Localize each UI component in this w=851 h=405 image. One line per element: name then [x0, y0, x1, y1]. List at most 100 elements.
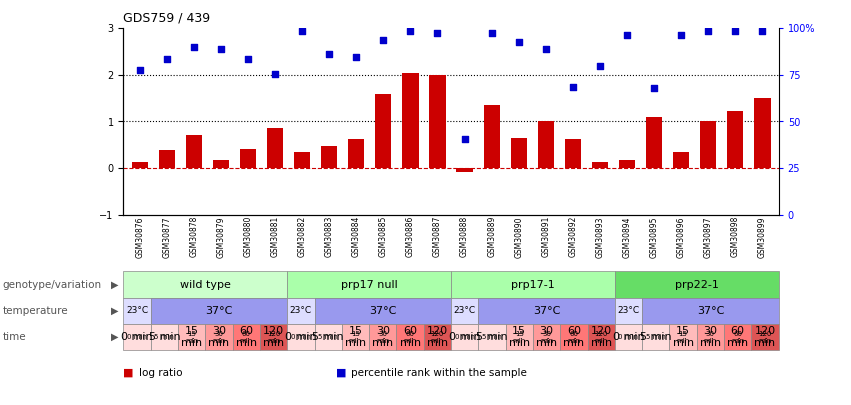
Bar	[348, 139, 364, 168]
Text: time: time	[3, 332, 26, 342]
Text: 23°C: 23°C	[290, 306, 312, 315]
Bar	[267, 128, 283, 168]
Bar	[700, 121, 717, 168]
Bar	[342, 324, 369, 350]
Text: 5 min: 5 min	[646, 334, 665, 340]
Text: 120
min: 120 min	[431, 330, 444, 344]
Bar	[478, 298, 614, 324]
Bar	[724, 324, 751, 350]
Bar	[287, 298, 315, 324]
Bar	[619, 160, 635, 168]
Bar	[697, 324, 724, 350]
Text: 30
min: 30 min	[704, 330, 717, 344]
Bar	[123, 298, 151, 324]
Bar	[591, 162, 608, 168]
Bar	[232, 324, 260, 350]
Text: 0 min: 0 min	[127, 334, 147, 340]
Bar	[213, 160, 229, 168]
Bar	[614, 298, 643, 324]
Bar	[240, 149, 256, 168]
Text: 120
min: 120 min	[758, 330, 772, 344]
Bar	[369, 324, 397, 350]
Text: temperature: temperature	[3, 306, 68, 316]
Text: 60
min: 60 min	[403, 330, 417, 344]
Bar	[186, 134, 202, 168]
Bar	[260, 324, 287, 350]
Bar	[673, 152, 689, 168]
Bar	[505, 324, 533, 350]
Point	[620, 32, 634, 38]
Text: 37°C: 37°C	[533, 306, 560, 316]
Bar	[178, 324, 205, 350]
Point	[728, 28, 742, 34]
Bar	[315, 324, 342, 350]
Point	[187, 44, 201, 50]
Text: prp22-1: prp22-1	[675, 279, 719, 290]
Text: 5 min: 5 min	[149, 332, 180, 342]
Point	[323, 51, 336, 57]
Point	[350, 54, 363, 60]
Text: 120
min: 120 min	[755, 326, 775, 348]
Text: prp17 null: prp17 null	[340, 279, 397, 290]
Bar	[478, 324, 505, 350]
Text: 15
min: 15 min	[185, 330, 198, 344]
Text: 60
min: 60 min	[731, 330, 745, 344]
Bar	[643, 324, 670, 350]
Point	[701, 28, 715, 34]
Text: 60
min: 60 min	[240, 330, 253, 344]
Text: 0 min: 0 min	[121, 332, 153, 342]
Point	[539, 46, 552, 53]
Bar	[614, 324, 643, 350]
Text: 30
min: 30 min	[376, 330, 390, 344]
Bar	[754, 98, 770, 168]
Text: wild type: wild type	[180, 279, 231, 290]
Bar	[430, 75, 446, 168]
Point	[431, 30, 444, 36]
Text: ■: ■	[336, 368, 346, 377]
Bar	[151, 298, 287, 324]
Text: prp17-1: prp17-1	[511, 279, 555, 290]
Text: 37°C: 37°C	[369, 306, 397, 316]
Text: 30
min: 30 min	[540, 330, 553, 344]
Bar	[560, 324, 587, 350]
Point	[160, 55, 174, 62]
Text: 0 min: 0 min	[448, 332, 481, 342]
Point	[133, 67, 146, 74]
Bar	[287, 324, 315, 350]
Text: 120
min: 120 min	[427, 326, 448, 348]
Text: 30
min: 30 min	[372, 326, 393, 348]
Bar	[123, 324, 151, 350]
Text: 15
min: 15 min	[181, 326, 203, 348]
Text: 5 min: 5 min	[482, 334, 502, 340]
Point	[674, 32, 688, 38]
Bar	[375, 94, 391, 168]
Bar	[151, 324, 178, 350]
Bar	[728, 111, 744, 168]
Text: 37°C: 37°C	[205, 306, 232, 316]
Text: 120
min: 120 min	[263, 326, 284, 348]
Text: ▶: ▶	[111, 306, 118, 316]
Text: 120
min: 120 min	[267, 330, 280, 344]
Bar	[158, 150, 174, 168]
Text: 5 min: 5 min	[318, 334, 338, 340]
Text: log ratio: log ratio	[139, 368, 182, 377]
Text: 30
min: 30 min	[213, 330, 226, 344]
Bar	[294, 152, 311, 168]
Text: 15
min: 15 min	[677, 330, 689, 344]
Text: ▶: ▶	[111, 332, 118, 342]
Text: 15
min: 15 min	[349, 330, 362, 344]
Bar	[511, 138, 527, 168]
Point	[485, 30, 499, 36]
Bar	[205, 324, 232, 350]
Bar	[751, 324, 779, 350]
Text: 5 min: 5 min	[640, 332, 671, 342]
Point	[241, 55, 254, 62]
Text: 60
min: 60 min	[568, 330, 580, 344]
Point	[268, 71, 282, 77]
Text: 5 min: 5 min	[154, 334, 174, 340]
Text: ▶: ▶	[111, 279, 118, 290]
Point	[756, 28, 769, 34]
Text: 0 min: 0 min	[291, 334, 311, 340]
Bar	[321, 146, 337, 168]
Text: 0 min: 0 min	[285, 332, 317, 342]
